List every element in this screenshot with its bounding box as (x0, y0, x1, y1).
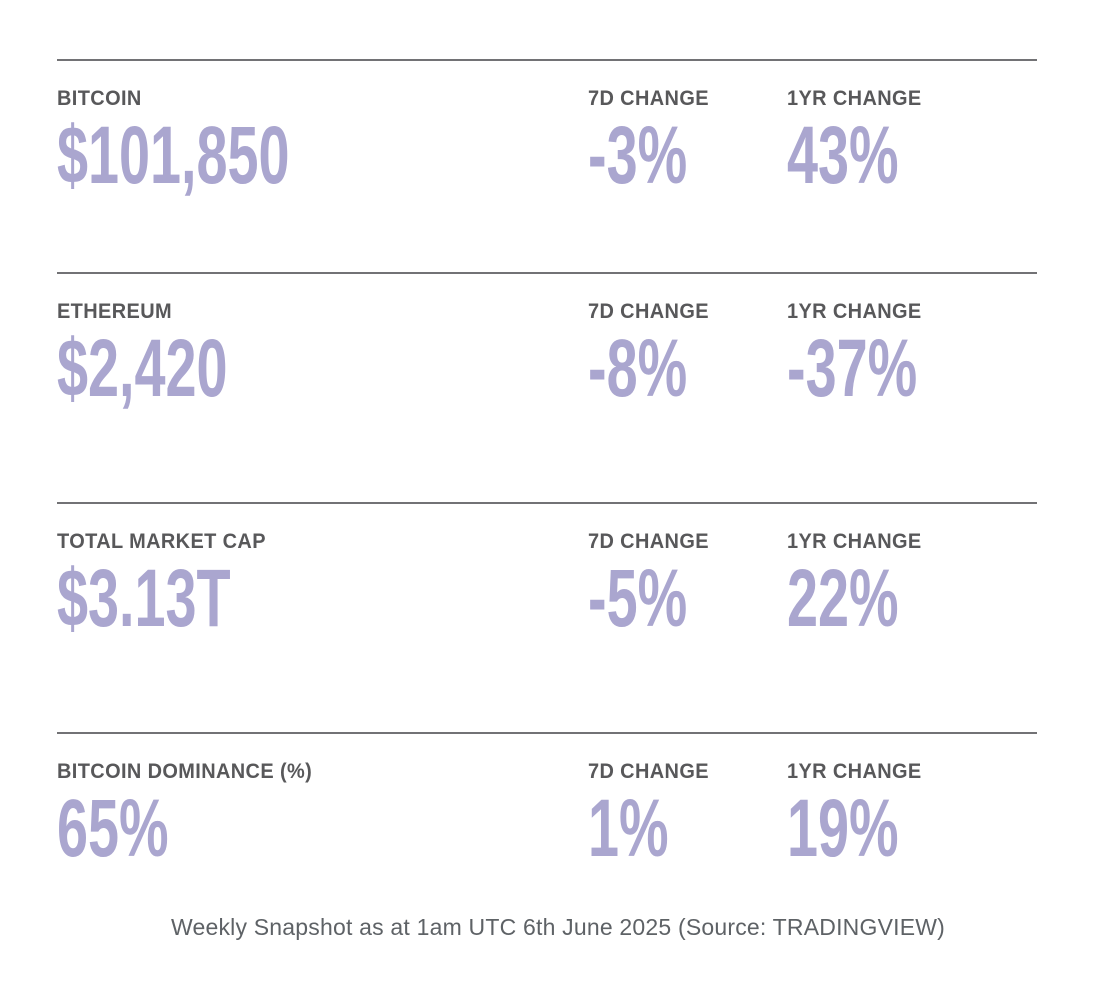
bitcoin-label: BITCOIN (57, 87, 142, 110)
stat-row-bitcoin: BITCOIN $101,850 7D CHANGE -3% 1YR CHANG… (57, 59, 1037, 272)
col-header-1yr-change: 1YR CHANGE (787, 530, 922, 553)
market-cap-label: TOTAL MARKET CAP (57, 530, 266, 553)
dominance-1yr-change-value: 19% (787, 783, 899, 874)
col-header-1yr-change: 1YR CHANGE (787, 760, 922, 783)
col-header-7d-change: 7D CHANGE (588, 87, 709, 110)
dominance-value: 65% (57, 783, 169, 874)
market-cap-value: $3.13T (57, 553, 231, 644)
bitcoin-1yr-change-value: 43% (787, 110, 899, 201)
market-cap-1yr-cell: 1YR CHANGE 22% (787, 504, 1037, 732)
dominance-7d-change-value: 1% (588, 783, 669, 874)
footer-caption: Weekly Snapshot as at 1am UTC 6th June 2… (170, 914, 946, 940)
col-header-1yr-change: 1YR CHANGE (787, 300, 922, 323)
bitcoin-price-value: $101,850 (57, 110, 290, 201)
dominance-label: BITCOIN DOMINANCE (%) (57, 760, 313, 783)
col-header-1yr-change: 1YR CHANGE (787, 87, 922, 110)
snapshot-table: BITCOIN $101,850 7D CHANGE -3% 1YR CHANG… (57, 59, 1037, 874)
dominance-cell: BITCOIN DOMINANCE (%) 65% (57, 734, 588, 874)
col-header-7d-change: 7D CHANGE (588, 530, 709, 553)
ethereum-price-value: $2,420 (57, 323, 228, 414)
ethereum-7d-change-value: -8% (588, 323, 688, 414)
ethereum-price-cell: ETHEREUM $2,420 (57, 274, 588, 502)
market-cap-1yr-change-value: 22% (787, 553, 899, 644)
bitcoin-price-cell: BITCOIN $101,850 (57, 61, 588, 272)
dominance-1yr-cell: 1YR CHANGE 19% (787, 734, 1037, 874)
market-cap-7d-cell: 7D CHANGE -5% (588, 504, 787, 732)
ethereum-1yr-change-value: -37% (787, 323, 918, 414)
ethereum-1yr-cell: 1YR CHANGE -37% (787, 274, 1037, 502)
bitcoin-1yr-cell: 1YR CHANGE 43% (787, 61, 1037, 272)
stat-row-ethereum: ETHEREUM $2,420 7D CHANGE -8% 1YR CHANGE… (57, 272, 1037, 502)
col-header-7d-change: 7D CHANGE (588, 760, 709, 783)
market-cap-7d-change-value: -5% (588, 553, 688, 644)
stat-row-bitcoin-dominance: BITCOIN DOMINANCE (%) 65% 7D CHANGE 1% 1… (57, 732, 1037, 874)
ethereum-7d-cell: 7D CHANGE -8% (588, 274, 787, 502)
market-cap-cell: TOTAL MARKET CAP $3.13T (57, 504, 588, 732)
stat-row-total-market-cap: TOTAL MARKET CAP $3.13T 7D CHANGE -5% 1Y… (57, 502, 1037, 732)
ethereum-label: ETHEREUM (57, 300, 172, 323)
col-header-7d-change: 7D CHANGE (588, 300, 709, 323)
bitcoin-7d-cell: 7D CHANGE -3% (588, 61, 787, 272)
dominance-7d-cell: 7D CHANGE 1% (588, 734, 787, 874)
bitcoin-7d-change-value: -3% (588, 110, 688, 201)
